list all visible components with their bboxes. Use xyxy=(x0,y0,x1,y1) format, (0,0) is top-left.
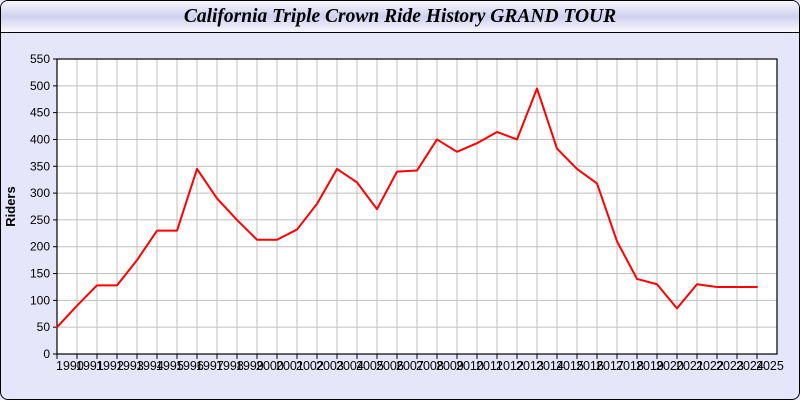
svg-text:500: 500 xyxy=(30,79,50,93)
svg-text:550: 550 xyxy=(30,52,50,66)
svg-text:350: 350 xyxy=(30,159,50,173)
svg-text:2025: 2025 xyxy=(756,359,784,373)
svg-text:100: 100 xyxy=(30,293,50,307)
svg-text:0: 0 xyxy=(43,347,50,361)
svg-text:450: 450 xyxy=(30,106,50,120)
svg-text:Riders: Riders xyxy=(3,186,18,226)
svg-text:150: 150 xyxy=(30,267,50,281)
svg-text:400: 400 xyxy=(30,132,50,146)
svg-text:250: 250 xyxy=(30,213,50,227)
svg-text:300: 300 xyxy=(30,186,50,200)
svg-text:50: 50 xyxy=(37,320,51,334)
svg-text:200: 200 xyxy=(30,240,50,254)
